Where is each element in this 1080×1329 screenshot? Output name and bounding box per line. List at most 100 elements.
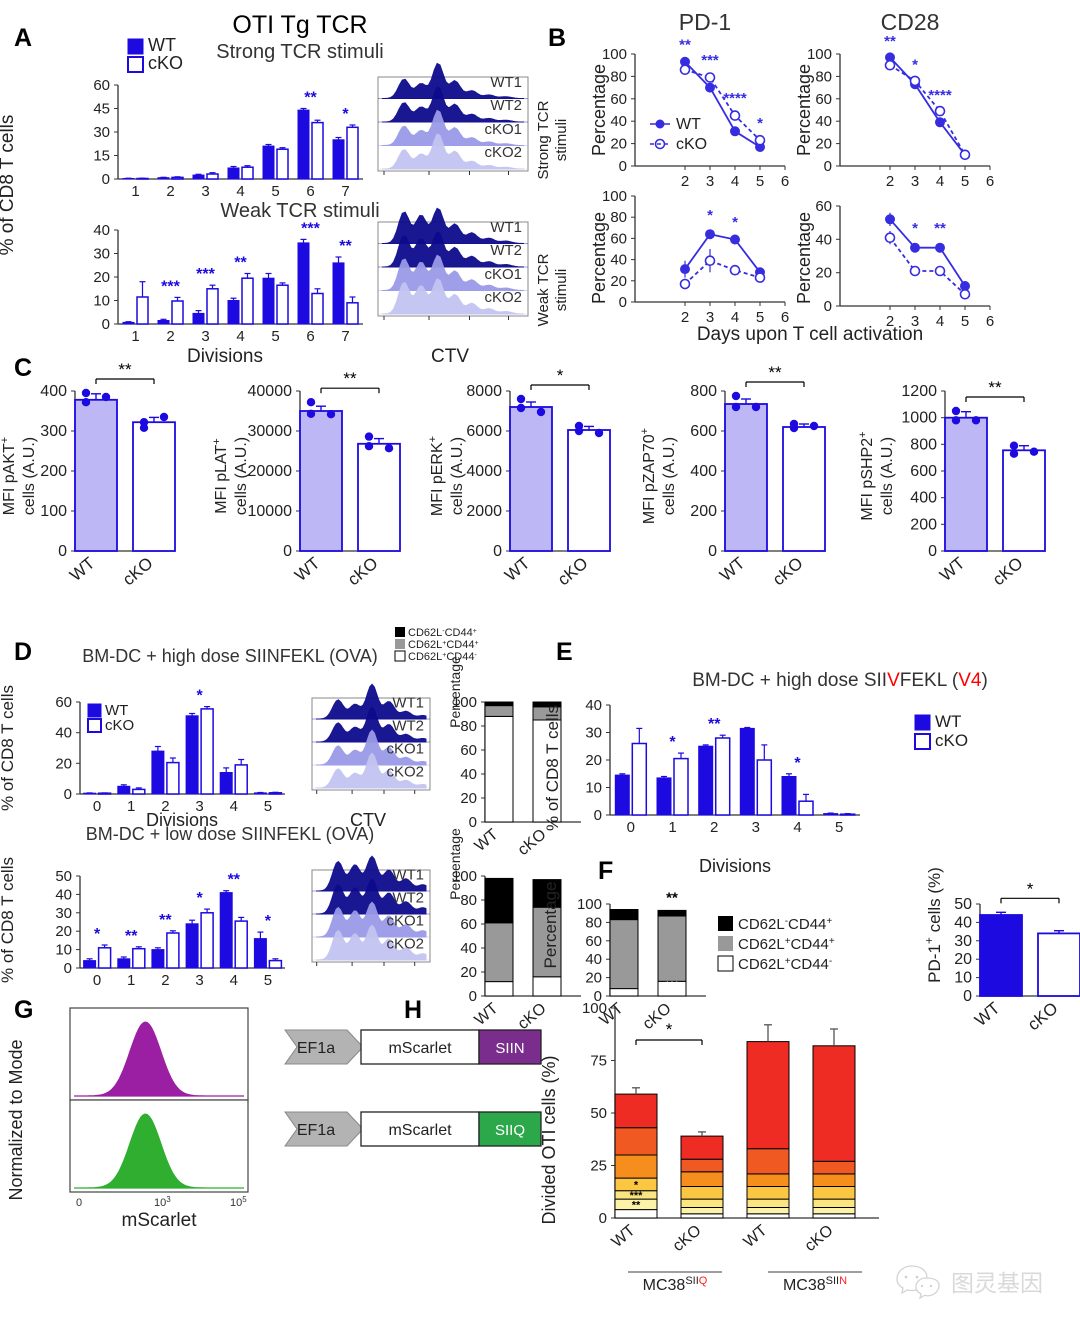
svg-text:WT: WT <box>676 116 701 133</box>
svg-text:3: 3 <box>752 819 760 836</box>
svg-text:cKO: cKO <box>670 1222 705 1255</box>
svg-text:4: 4 <box>236 183 244 200</box>
svg-text:MFI pAKT+: MFI pAKT+ <box>0 437 18 515</box>
svg-text:0: 0 <box>102 171 110 188</box>
svg-text:2: 2 <box>681 309 689 326</box>
svg-text:800: 800 <box>690 383 717 400</box>
svg-text:4: 4 <box>936 173 944 190</box>
svg-text:cKO2: cKO2 <box>386 936 424 953</box>
svg-text:1: 1 <box>127 798 135 815</box>
svg-text:0: 0 <box>627 819 635 836</box>
svg-text:1: 1 <box>131 328 139 345</box>
svg-text:MFI pSHP2+: MFI pSHP2+ <box>857 431 876 520</box>
svg-text:40: 40 <box>954 914 972 931</box>
svg-text:stimuli: stimuli <box>553 269 570 312</box>
svg-text:0: 0 <box>58 543 67 560</box>
svg-text:Divisions: Divisions <box>699 856 771 876</box>
svg-text:30: 30 <box>954 933 972 950</box>
svg-text:20: 20 <box>815 136 832 153</box>
svg-text:Divided OTI cells (%): Divided OTI cells (%) <box>539 1055 559 1224</box>
svg-text:WT: WT <box>741 1222 771 1251</box>
svg-text:WT: WT <box>716 554 748 586</box>
svg-text:*: * <box>669 734 676 751</box>
svg-text:Normalized to Mode: Normalized to Mode <box>6 1039 26 1200</box>
svg-text:Percentage: Percentage <box>541 882 560 969</box>
svg-text:6: 6 <box>306 328 314 345</box>
svg-text:cells (A.U.): cells (A.U.) <box>21 437 38 515</box>
svg-text:105: 105 <box>230 1195 247 1210</box>
svg-text:80: 80 <box>610 68 627 85</box>
svg-text:**: ** <box>343 369 357 388</box>
svg-text:0: 0 <box>93 972 101 989</box>
svg-text:MC38SIIQ: MC38SIIQ <box>643 1275 708 1294</box>
svg-text:40: 40 <box>55 725 72 742</box>
svg-text:WT: WT <box>936 554 968 586</box>
svg-text:CD62L+CD44+: CD62L+CD44+ <box>408 639 479 651</box>
svg-text:**: ** <box>159 912 172 929</box>
svg-text:MC38SIIN: MC38SIIN <box>783 1275 847 1294</box>
svg-text:4: 4 <box>793 819 801 836</box>
svg-text:6: 6 <box>986 173 994 190</box>
svg-text:**: ** <box>679 36 691 53</box>
svg-text:cKO: cKO <box>676 136 707 153</box>
svg-text:**: ** <box>934 220 946 237</box>
svg-text:cKO1: cKO1 <box>386 913 424 930</box>
svg-text:cKO: cKO <box>554 554 592 590</box>
svg-text:20: 20 <box>954 951 972 968</box>
svg-text:20: 20 <box>610 273 627 290</box>
svg-text:10: 10 <box>55 942 72 959</box>
svg-text:WT2: WT2 <box>392 890 424 907</box>
svg-text:**: ** <box>666 889 678 906</box>
svg-text:SIIQ: SIIQ <box>495 1122 525 1139</box>
svg-text:1: 1 <box>127 972 135 989</box>
svg-text:*: * <box>912 57 918 74</box>
svg-text:40: 40 <box>585 697 602 714</box>
svg-text:cKO: cKO <box>769 554 807 590</box>
svg-text:**: ** <box>339 238 352 255</box>
svg-text:1000: 1000 <box>901 410 937 427</box>
svg-text:Percentage: Percentage <box>447 828 463 900</box>
svg-text:SIIN: SIIN <box>495 1040 524 1057</box>
svg-text:80: 80 <box>815 68 832 85</box>
svg-text:*: * <box>707 207 713 224</box>
svg-text:80: 80 <box>610 209 627 226</box>
svg-text:0: 0 <box>493 543 502 560</box>
svg-text:0: 0 <box>599 1210 607 1227</box>
svg-text:2: 2 <box>166 183 174 200</box>
svg-text:200: 200 <box>690 503 717 520</box>
svg-text:BM-DC + low dose SIINFEKL (OVA: BM-DC + low dose SIINFEKL (OVA) <box>86 824 375 844</box>
svg-text:cKO1: cKO1 <box>484 121 522 138</box>
svg-text:20: 20 <box>55 755 72 772</box>
svg-text:4: 4 <box>731 173 739 190</box>
svg-text:CD62L-CD44+: CD62L-CD44+ <box>738 916 832 934</box>
svg-text:100: 100 <box>582 1000 607 1017</box>
svg-text:WT1: WT1 <box>490 74 522 91</box>
svg-text:0: 0 <box>64 786 72 803</box>
svg-text:cKO: cKO <box>119 554 157 590</box>
svg-text:30: 30 <box>585 725 602 742</box>
svg-text:cells (A.U.): cells (A.U.) <box>661 437 678 515</box>
svg-text:% of CD8 T cells: % of CD8 T cells <box>0 115 18 256</box>
svg-text:cKO: cKO <box>148 53 183 73</box>
svg-text:*: * <box>732 214 738 231</box>
svg-text:20: 20 <box>610 136 627 153</box>
svg-text:***: *** <box>161 278 180 295</box>
svg-text:1: 1 <box>131 183 139 200</box>
svg-text:*: * <box>666 1020 673 1039</box>
svg-text:40: 40 <box>610 113 627 130</box>
svg-text:**: ** <box>118 360 132 379</box>
svg-text:0: 0 <box>76 1197 82 1209</box>
svg-text:60: 60 <box>610 230 627 247</box>
svg-text:2000: 2000 <box>466 503 502 520</box>
svg-text:200: 200 <box>910 516 937 533</box>
svg-text:cKO1: cKO1 <box>386 741 424 758</box>
svg-text:CD62L-CD44+: CD62L-CD44+ <box>408 627 477 639</box>
svg-text:WT2: WT2 <box>490 97 522 114</box>
svg-text:***: *** <box>196 266 215 283</box>
svg-text:40000: 40000 <box>248 383 293 400</box>
svg-text:*: * <box>912 220 918 237</box>
svg-text:6: 6 <box>781 173 789 190</box>
svg-text:**: ** <box>884 33 896 50</box>
svg-text:***: *** <box>301 220 320 237</box>
svg-text:400: 400 <box>910 490 937 507</box>
